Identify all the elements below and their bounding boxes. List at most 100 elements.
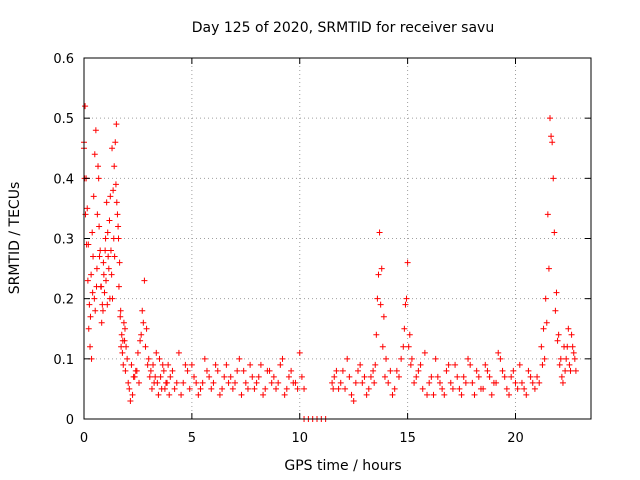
data-point (100, 271, 107, 278)
data-point (264, 367, 271, 374)
data-point (90, 253, 97, 260)
data-point (424, 391, 431, 398)
data-point (197, 385, 204, 392)
data-point (563, 355, 570, 362)
data-point (110, 187, 117, 194)
data-point (548, 133, 555, 140)
data-point (214, 367, 221, 374)
data-point (516, 361, 523, 368)
data-point (144, 361, 151, 368)
data-point (488, 391, 495, 398)
data-point (361, 373, 368, 380)
data-point (434, 373, 441, 380)
data-point (110, 235, 117, 242)
data-point (102, 247, 109, 254)
data-point (288, 367, 295, 374)
data-point (379, 343, 386, 350)
data-point (290, 379, 297, 386)
data-point (95, 175, 102, 182)
data-point (408, 355, 415, 362)
data-point (542, 295, 549, 302)
data-point (506, 391, 513, 398)
data-point (566, 361, 573, 368)
data-point (101, 289, 108, 296)
data-point (359, 379, 366, 386)
data-points (81, 103, 579, 422)
data-point (393, 367, 400, 374)
data-point (529, 379, 536, 386)
data-point (405, 343, 412, 350)
data-point (385, 379, 392, 386)
data-point (121, 325, 128, 332)
data-point (383, 355, 390, 362)
data-point (545, 265, 552, 272)
data-point (439, 385, 446, 392)
data-point (374, 295, 381, 302)
data-point (121, 337, 128, 344)
data-point (436, 379, 443, 386)
data-point (572, 367, 579, 374)
data-point (203, 367, 210, 374)
data-point (107, 247, 114, 254)
data-point (124, 355, 131, 362)
data-point (503, 385, 510, 392)
data-point (456, 385, 463, 392)
data-point (137, 337, 144, 344)
data-point (415, 367, 422, 374)
data-point (562, 367, 569, 374)
data-point (238, 391, 245, 398)
data-point (501, 373, 508, 380)
data-point (454, 373, 461, 380)
data-point (206, 373, 213, 380)
data-point (428, 373, 435, 380)
x-axis-label: GPS time / hours (284, 458, 401, 474)
data-point (191, 373, 198, 380)
data-point (91, 151, 98, 158)
data-point (113, 121, 120, 128)
data-point (452, 361, 459, 368)
data-point (147, 367, 154, 374)
data-point (406, 331, 413, 338)
data-point (171, 385, 178, 392)
data-point (367, 373, 374, 380)
data-point (157, 373, 164, 380)
data-point (539, 361, 546, 368)
data-point (199, 379, 206, 386)
data-point (262, 385, 269, 392)
data-point (138, 331, 145, 338)
data-point (118, 343, 125, 350)
data-point (447, 379, 454, 386)
data-point (441, 391, 448, 398)
data-point (373, 331, 380, 338)
data-point (118, 331, 125, 338)
data-point (188, 361, 195, 368)
data-point (571, 355, 578, 362)
data-point (391, 385, 398, 392)
data-point (117, 307, 124, 314)
data-point (404, 259, 411, 266)
data-point (279, 355, 286, 362)
data-point (567, 367, 574, 374)
data-point (106, 217, 113, 224)
data-point (86, 301, 93, 308)
data-point (556, 361, 563, 368)
data-point (212, 361, 219, 368)
data-point (275, 379, 282, 386)
data-point (152, 373, 159, 380)
data-point (550, 175, 557, 182)
data-point (495, 349, 502, 356)
x-tick-label: 5 (188, 431, 196, 446)
data-point (518, 379, 525, 386)
data-point (128, 361, 135, 368)
data-point (348, 391, 355, 398)
data-point (443, 367, 450, 374)
data-point (378, 265, 385, 272)
data-point (94, 211, 101, 218)
data-point (473, 367, 480, 374)
data-point (105, 253, 112, 260)
data-point (193, 379, 200, 386)
data-point (133, 367, 140, 374)
data-point (395, 373, 402, 380)
data-point (445, 361, 452, 368)
